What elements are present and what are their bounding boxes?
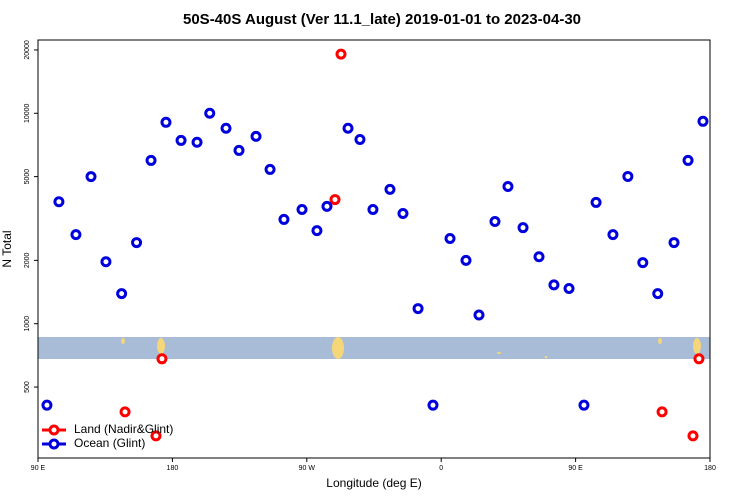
legend-label: Land (Nadir&Glint): [74, 422, 173, 436]
point: [607, 229, 619, 241]
point: [687, 430, 699, 442]
legend-label: Ocean (Glint): [74, 436, 145, 450]
point: [321, 200, 333, 212]
point: [41, 399, 53, 411]
point: [548, 279, 560, 291]
point: [697, 115, 709, 127]
point: [367, 203, 379, 215]
point: [622, 170, 634, 182]
point: [444, 233, 456, 245]
point: [427, 399, 439, 411]
point: [220, 122, 232, 134]
point: [342, 122, 354, 134]
point: [335, 48, 347, 60]
point: [175, 134, 187, 146]
x-tick-label: 90 E: [31, 465, 46, 472]
y-tick-label: 20000: [24, 40, 31, 60]
point: [191, 136, 203, 148]
point: [85, 171, 97, 183]
point: [150, 430, 162, 442]
point: [682, 154, 694, 166]
x-tick-label: 0: [439, 465, 443, 472]
point: [489, 215, 501, 227]
y-axis-label: N Total: [0, 230, 14, 267]
point: [693, 353, 705, 365]
y-tick-label: 5000: [24, 169, 31, 185]
point: [533, 251, 545, 263]
point: [250, 130, 262, 142]
point: [70, 229, 82, 241]
point: [53, 196, 65, 208]
legend-marker: [48, 424, 60, 436]
point: [578, 399, 590, 411]
point: [329, 194, 341, 206]
chart-title: 50S-40S August (Ver 11.1_late) 2019-01-0…: [183, 11, 581, 28]
point: [311, 225, 323, 237]
point: [563, 282, 575, 294]
point: [354, 133, 366, 145]
point: [412, 303, 424, 315]
point: [119, 406, 131, 418]
point: [384, 183, 396, 195]
x-tick-label: 90 E: [568, 465, 583, 472]
map-strip: [38, 337, 710, 359]
point: [517, 222, 529, 234]
point: [460, 254, 472, 266]
x-tick-label: 90 W: [299, 465, 316, 472]
point: [233, 144, 245, 156]
point: [502, 180, 514, 192]
point: [145, 154, 157, 166]
point: [656, 406, 668, 418]
plot-frame: [37, 39, 711, 459]
point: [278, 213, 290, 225]
point: [131, 237, 143, 249]
point: [668, 237, 680, 249]
x-tick-label: 180: [704, 465, 716, 472]
y-tick-label: 2000: [24, 252, 31, 268]
point: [652, 288, 664, 300]
point: [204, 107, 216, 119]
x-axis-label: Longitude (deg E): [326, 476, 421, 490]
point: [397, 207, 409, 219]
y-tick-label: 500: [24, 381, 31, 393]
point: [160, 116, 172, 128]
legend-marker: [48, 438, 60, 450]
x-tick-label: 180: [167, 465, 179, 472]
point: [156, 353, 168, 365]
point: [473, 309, 485, 321]
point: [116, 288, 128, 300]
point: [264, 163, 276, 175]
y-tick-label: 1000: [24, 316, 31, 332]
point: [100, 256, 112, 268]
point: [637, 257, 649, 269]
point: [590, 196, 602, 208]
point: [296, 203, 308, 215]
y-tick-label: 10000: [24, 103, 31, 123]
